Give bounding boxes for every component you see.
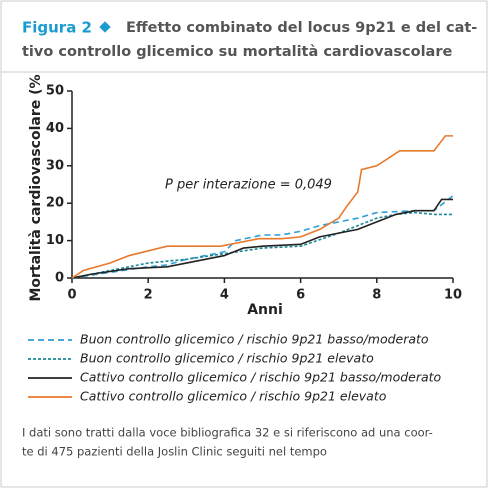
legend-label: Cattivo controllo glicemico / rischio 9p… xyxy=(80,370,442,385)
y-tick-label: 0 xyxy=(55,271,64,286)
figure-label: Figura 2 xyxy=(22,19,92,37)
note: I dati sono tratti dalla voce bibliograf… xyxy=(22,426,433,440)
chart-title: Effetto combinato del locus 9p21 e del c… xyxy=(126,20,477,36)
y-tick-label: 20 xyxy=(46,196,64,211)
x-tick-label: 8 xyxy=(372,288,381,303)
series-line xyxy=(71,135,453,279)
legend-label: Buon controllo glicemico / rischio 9p21 … xyxy=(80,332,429,347)
x-tick-label: 0 xyxy=(67,288,76,303)
series-line xyxy=(71,211,453,279)
x-tick-label: 2 xyxy=(144,288,153,303)
legend-label: Buon controllo glicemico / rischio 9p21 … xyxy=(80,351,374,366)
y-tick-label: 30 xyxy=(46,158,64,173)
legend-label: Cattivo controllo glicemico / rischio 9p… xyxy=(80,389,387,404)
series-line xyxy=(71,198,453,279)
x-tick-label: 6 xyxy=(296,288,305,303)
x-axis-label: Anni xyxy=(247,302,283,318)
y-tick-label: 40 xyxy=(46,121,64,136)
y-tick-label: 10 xyxy=(46,233,64,248)
y-tick-label: 50 xyxy=(46,84,64,99)
x-tick-label: 10 xyxy=(444,288,462,303)
note: te di 475 pazienti della Joslin Clinic s… xyxy=(22,445,327,459)
chart-title: tivo controllo glicemico su mortalità ca… xyxy=(22,44,452,60)
annotation: P per interazione = 0,049 xyxy=(165,178,332,193)
x-tick-label: 4 xyxy=(220,288,229,303)
y-axis-label: Mortalità cardiovascolare (% xyxy=(28,74,44,301)
